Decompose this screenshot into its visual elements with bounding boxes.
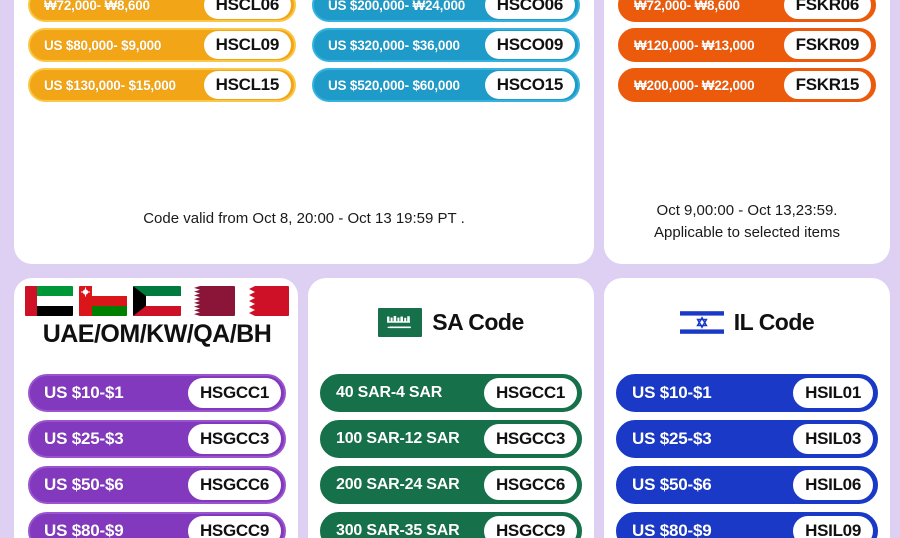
coupon-code[interactable]: FSKR06 — [783, 0, 871, 19]
coupon-code[interactable]: HSGCC9 — [483, 516, 577, 538]
coupon-code[interactable]: HSCL06 — [203, 0, 291, 19]
validity-caption-right-line2: Applicable to selected items — [654, 223, 840, 241]
saudi-arabia-flag — [378, 308, 423, 337]
sa-card-header: SA Code — [320, 308, 582, 337]
validity-caption-right: Oct 9,00:00 - Oct 13,23:59. Applicable t… — [610, 200, 884, 244]
coupon-pill[interactable]: US $520,000- $60,000 HSCO15 — [312, 68, 580, 102]
coupon-code[interactable]: HSCL15 — [203, 71, 291, 99]
coupon-list-hsco: US $40,000- $4,000HSCO01US $100,000- $12… — [312, 0, 580, 108]
coupon-list-il: US $10-$1 HSIL01 US $25-$3 HSIL03 US $50-$6 H… — [616, 374, 878, 538]
coupon-amount: US $200,000- ₩24,000 — [328, 0, 466, 13]
coupon-code[interactable]: HSIL06 — [793, 470, 873, 500]
coupon-amount: 200 SAR-24 SAR — [336, 476, 460, 493]
bahrain-flag — [241, 286, 289, 316]
coupon-pill[interactable]: US $320,000- $36,000 HSCO09 — [312, 28, 580, 62]
coupon-code[interactable]: HSGCC6 — [187, 470, 281, 500]
coupon-pill[interactable]: 40 SAR-4 SAR HSGCC1 — [320, 374, 582, 412]
coupon-code[interactable]: FSKR15 — [783, 71, 871, 99]
coupon-amount: US $520,000- $60,000 — [328, 77, 460, 93]
coupon-code[interactable]: HSIL09 — [793, 516, 873, 538]
sa-card-title: SA Code — [432, 309, 524, 335]
coupon-amount: ₩72,000- ₩8,600 — [634, 0, 740, 13]
validity-caption-right-line1: Oct 9,00:00 - Oct 13,23:59. — [656, 202, 838, 219]
coupon-pill[interactable]: 200 SAR-24 SAR HSGCC6 — [320, 466, 582, 504]
coupon-pill[interactable]: US $25-$3 HSGCC3 — [28, 420, 286, 458]
coupon-pill[interactable]: 300 SAR-35 SAR HSGCC9 — [320, 512, 582, 538]
coupon-code[interactable]: HSGCC9 — [187, 516, 281, 538]
coupon-amount: 300 SAR-35 SAR — [336, 522, 460, 538]
coupon-code[interactable]: HSGCC1 — [483, 378, 577, 408]
coupon-pill[interactable]: ₩72,000- ₩8,600 FSKR06 — [618, 0, 876, 22]
coupon-amount: US $50-$6 — [632, 475, 712, 494]
uae-flag — [25, 286, 73, 316]
coupon-amount: ₩200,000- ₩22,000 — [634, 77, 755, 93]
coupon-list-sa: 40 SAR-4 SAR HSGCC1 100 SAR-12 SAR HSGCC3 20… — [320, 374, 582, 538]
coupon-pill[interactable]: US $80,000- $9,000 HSCL09 — [28, 28, 296, 62]
coupon-amount: US $130,000- $15,000 — [44, 77, 176, 93]
coupon-pill[interactable]: US $80-$9 HSGCC9 — [28, 512, 286, 538]
coupon-amount: 40 SAR-4 SAR — [336, 384, 443, 401]
gcc-flag-row — [25, 286, 289, 316]
coupon-pill[interactable]: US $80-$9 HSIL09 — [616, 512, 878, 538]
coupon-pill[interactable]: ₩200,000- ₩22,000 FSKR15 — [618, 68, 876, 102]
coupon-pill[interactable]: US $10-$1 HSIL01 — [616, 374, 878, 412]
oman-flag — [79, 286, 127, 316]
il-card-header: IL Code — [616, 308, 878, 337]
coupon-pill[interactable]: 100 SAR-12 SAR HSGCC3 — [320, 420, 582, 458]
coupon-code[interactable]: HSCO09 — [484, 31, 575, 59]
coupon-pill[interactable]: ₩72,000- ₩8,600 HSCL06 — [28, 0, 296, 22]
coupon-amount: ₩120,000- ₩13,000 — [634, 37, 755, 53]
coupon-code[interactable]: HSGCC3 — [187, 424, 281, 454]
coupon-pill[interactable]: US $130,000- $15,000 HSCL15 — [28, 68, 296, 102]
coupon-amount: US $80,000- $9,000 — [44, 37, 162, 53]
validity-caption-left: Code valid from Oct 8, 20:00 - Oct 13 19… — [28, 208, 580, 230]
coupon-code[interactable]: HSCL09 — [203, 31, 291, 59]
qatar-flag — [187, 286, 235, 316]
coupon-list-hscl: US $10,000- $1,000HSCL01US $25,000- $3,0… — [28, 0, 296, 108]
il-card-title: IL Code — [733, 309, 815, 335]
coupon-pill[interactable]: US $50-$6 HSIL06 — [616, 466, 878, 504]
coupon-code[interactable]: HSCO06 — [484, 0, 575, 19]
coupon-code[interactable]: HSIL03 — [793, 424, 873, 454]
coupon-code[interactable]: HSGCC6 — [483, 470, 577, 500]
coupon-amount: US $80-$9 — [44, 521, 124, 538]
coupon-amount: US $10-$1 — [632, 383, 712, 402]
coupon-amount: US $80-$9 — [632, 521, 712, 538]
kuwait-flag — [133, 286, 181, 316]
coupon-pill[interactable]: ₩120,000- ₩13,000 FSKR09 — [618, 28, 876, 62]
israel-flag — [679, 308, 724, 337]
coupon-amount: ₩72,000- ₩8,600 — [44, 0, 150, 13]
coupon-amount: US $10-$1 — [44, 383, 124, 402]
coupon-amount: US $50-$6 — [44, 475, 124, 494]
validity-caption-left-text: Code valid from Oct 8, 20:00 - Oct 13 19… — [143, 210, 465, 227]
coupon-code[interactable]: HSGCC1 — [187, 378, 281, 408]
coupon-amount: US $25-$3 — [632, 429, 712, 448]
coupon-list-gcc: US $10-$1 HSGCC1 US $25-$3 HSGCC3 US $50-$6 H… — [28, 374, 286, 538]
coupon-pill[interactable]: US $10-$1 HSGCC1 — [28, 374, 286, 412]
coupon-pill[interactable]: US $50-$6 HSGCC6 — [28, 466, 286, 504]
coupon-list-fskr: ₩15,000- ₩1,500FSKR01₩36,000- ₩4,300FSKR… — [618, 0, 876, 108]
coupon-pill[interactable]: US $25-$3 HSIL03 — [616, 420, 878, 458]
coupon-pill[interactable]: US $200,000- ₩24,000 HSCO06 — [312, 0, 580, 22]
coupon-code[interactable]: HSGCC3 — [483, 424, 577, 454]
gcc-card-header: UAE/OM/KW/QA/BH — [25, 286, 289, 349]
coupon-amount: 100 SAR-12 SAR — [336, 430, 460, 447]
coupon-amount: US $25-$3 — [44, 429, 124, 448]
coupon-code[interactable]: FSKR09 — [783, 31, 871, 59]
coupon-amount: US $320,000- $36,000 — [328, 37, 460, 53]
coupon-code[interactable]: HSIL01 — [793, 378, 873, 408]
gcc-card-title: UAE/OM/KW/QA/BH — [42, 320, 272, 348]
coupon-code[interactable]: HSCO15 — [484, 71, 575, 99]
